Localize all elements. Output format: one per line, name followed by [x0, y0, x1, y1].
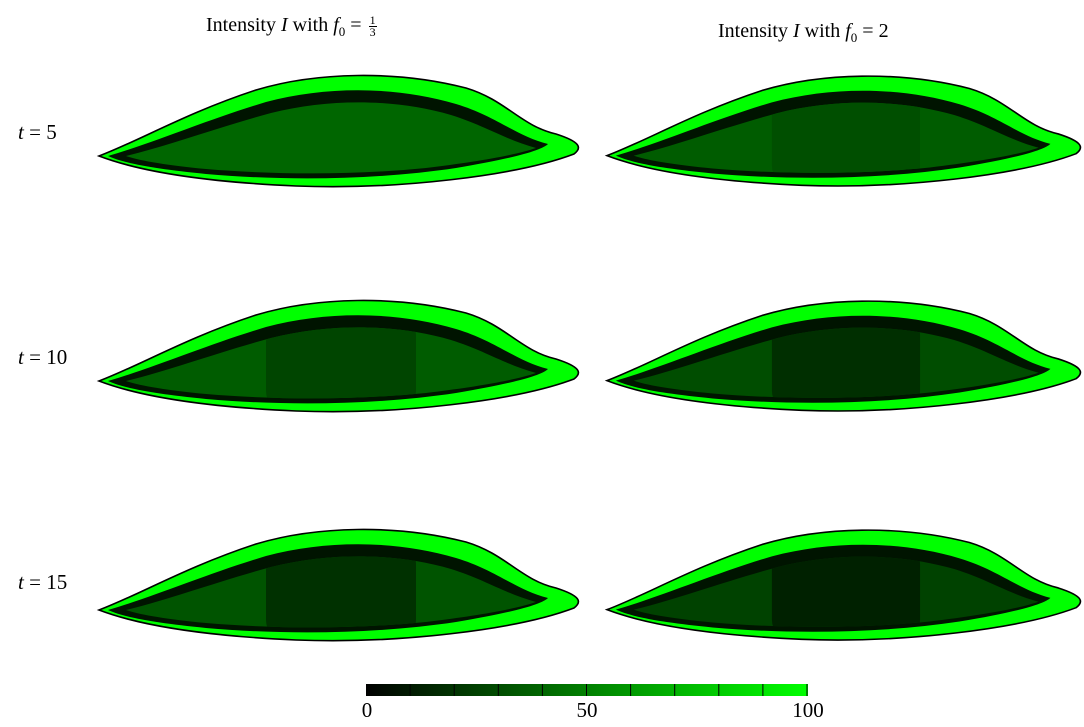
outline — [604, 75, 1082, 187]
column-title-left: Intensity I with f0 = 1 3 — [206, 12, 377, 39]
outline — [96, 528, 580, 642]
fraction: 1 3 — [368, 12, 377, 39]
outline — [604, 300, 1082, 412]
core-region — [126, 102, 536, 174]
intensity-panel-t5-right — [604, 75, 1082, 187]
intensity-panel-t10-left — [96, 299, 580, 413]
row-label-t5: t = 5 — [18, 120, 57, 144]
colorbar-tick-label-mid: 50 — [576, 698, 598, 722]
intensity-panel-t15-right — [604, 529, 1082, 641]
intensity-panel-t15-left — [96, 528, 580, 642]
colorbar-tick-label-min: 0 — [361, 698, 373, 722]
dark-center-region — [266, 327, 416, 399]
intensity-panel-t10-right — [604, 300, 1082, 412]
dark-center-region — [771, 556, 921, 627]
outline — [96, 74, 580, 188]
dark-center-region — [771, 102, 921, 173]
column-title-right: Intensity I with f0 = 2 — [718, 20, 889, 45]
colorbar — [366, 684, 808, 696]
outline — [96, 299, 580, 413]
row-label-t15: t = 15 — [18, 570, 68, 594]
dark-center-region — [771, 327, 921, 398]
row-label-t10: t = 10 — [18, 345, 68, 369]
intensity-panel-t5-left — [96, 74, 580, 188]
dark-center-region — [266, 556, 416, 628]
colorbar-tick-label-max: 100 — [792, 698, 824, 722]
outline — [604, 529, 1082, 641]
